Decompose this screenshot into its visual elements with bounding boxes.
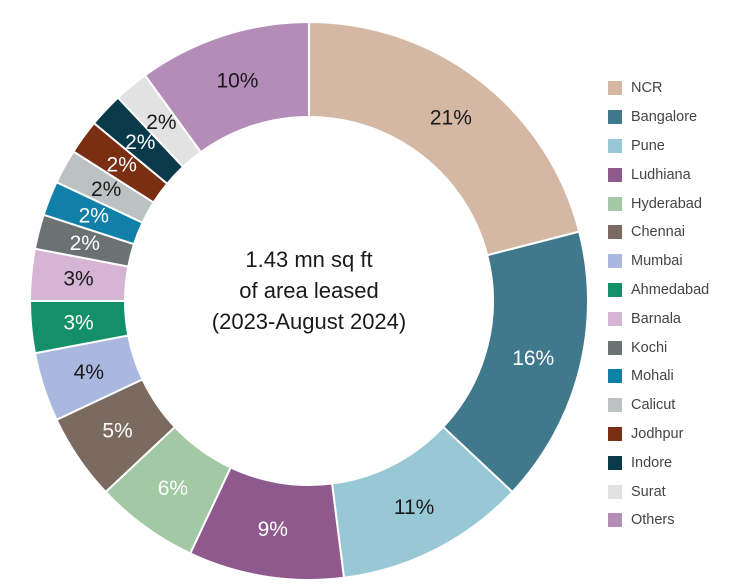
legend-label: Mohali (631, 368, 674, 385)
legend-item-calicut: Calicut (608, 391, 744, 420)
legend-item-hyderabad: Hyderabad (608, 189, 744, 218)
slice-label-ahmedabad: 3% (63, 311, 93, 334)
slice-label-hyderabad: 6% (158, 477, 188, 500)
slice-ncr (308, 20, 581, 257)
center-caption-line-3: (2023-August 2024) (211, 309, 407, 334)
center-caption-line-2: of area leased (239, 278, 379, 303)
legend-item-ncr: NCR (608, 74, 744, 103)
legend-swatch (608, 167, 622, 182)
legend-label: Ludhiana (631, 166, 691, 183)
legend-item-indore: Indore (608, 448, 744, 477)
legend-item-pune: Pune (608, 132, 744, 161)
slice-label-mumbai: 4% (74, 361, 104, 384)
legend-swatch (608, 369, 622, 384)
legend-swatch (608, 225, 622, 240)
legend-label: Ahmedabad (631, 281, 710, 298)
legend-item-surat: Surat (608, 477, 744, 506)
legend-label: Kochi (631, 339, 668, 356)
legend-item-jodhpur: Jodhpur (608, 420, 744, 449)
legend-item-chennai: Chennai (608, 218, 744, 247)
legend-swatch (608, 426, 622, 441)
legend-label: Barnala (631, 310, 681, 327)
legend-swatch (608, 398, 622, 413)
legend-label: Mumbai (631, 253, 683, 270)
legend-label: Chennai (631, 224, 686, 241)
legend-label: Hyderabad (631, 195, 702, 212)
slice-label-chennai: 5% (102, 420, 132, 443)
slice-label-jodhpur: 2% (107, 153, 137, 176)
slice-label-indore: 2% (125, 131, 155, 154)
slice-label-others: 10% (216, 69, 258, 92)
legend-label: Bangalore (631, 109, 698, 126)
legend-label: Surat (631, 483, 666, 500)
legend-swatch (608, 282, 622, 297)
legend-swatch (608, 311, 622, 326)
slice-label-kochi: 2% (70, 232, 100, 255)
legend-item-mumbai: Mumbai (608, 247, 744, 276)
legend-swatch (608, 340, 622, 355)
legend-item-others: Others (608, 506, 744, 535)
legend-swatch (608, 484, 622, 499)
legend-item-kochi: Kochi (608, 333, 744, 362)
legend-label: Others (631, 512, 675, 529)
slice-label-bangalore: 16% (512, 347, 554, 370)
legend-swatch (608, 196, 622, 211)
legend-swatch (608, 138, 622, 153)
legend-swatch (608, 513, 622, 528)
legend-item-ludhiana: Ludhiana (608, 160, 744, 189)
center-caption: 1.43 mn sq ft of area leased (2023-Augus… (159, 244, 459, 337)
slice-label-mohali: 2% (79, 204, 109, 227)
legend-item-ahmedabad: Ahmedabad (608, 276, 744, 305)
legend: NCR Bangalore Pune Ludhiana Hyderabad Chennai… (608, 74, 744, 535)
legend-label: Calicut (631, 397, 676, 414)
legend-item-mohali: Mohali (608, 362, 744, 391)
slice-label-calicut: 2% (91, 178, 121, 201)
slice-label-barnala: 3% (63, 268, 93, 291)
legend-swatch (608, 254, 622, 269)
slice-label-surat: 2% (146, 111, 176, 134)
legend-label: NCR (631, 80, 663, 97)
legend-swatch (608, 455, 622, 470)
slice-others (143, 20, 310, 154)
legend-label: Jodhpur (631, 425, 684, 442)
legend-swatch (608, 110, 622, 125)
legend-swatch (608, 81, 622, 96)
slice-label-ludhiana: 9% (258, 518, 288, 541)
slice-label-pune: 11% (394, 496, 434, 519)
legend-item-bangalore: Bangalore (608, 103, 744, 132)
legend-item-barnala: Barnala (608, 304, 744, 333)
legend-label: Indore (631, 454, 673, 471)
slice-label-ncr: 21% (430, 107, 472, 130)
legend-label: Pune (631, 137, 665, 154)
center-caption-line-1: 1.43 mn sq ft (245, 247, 373, 272)
